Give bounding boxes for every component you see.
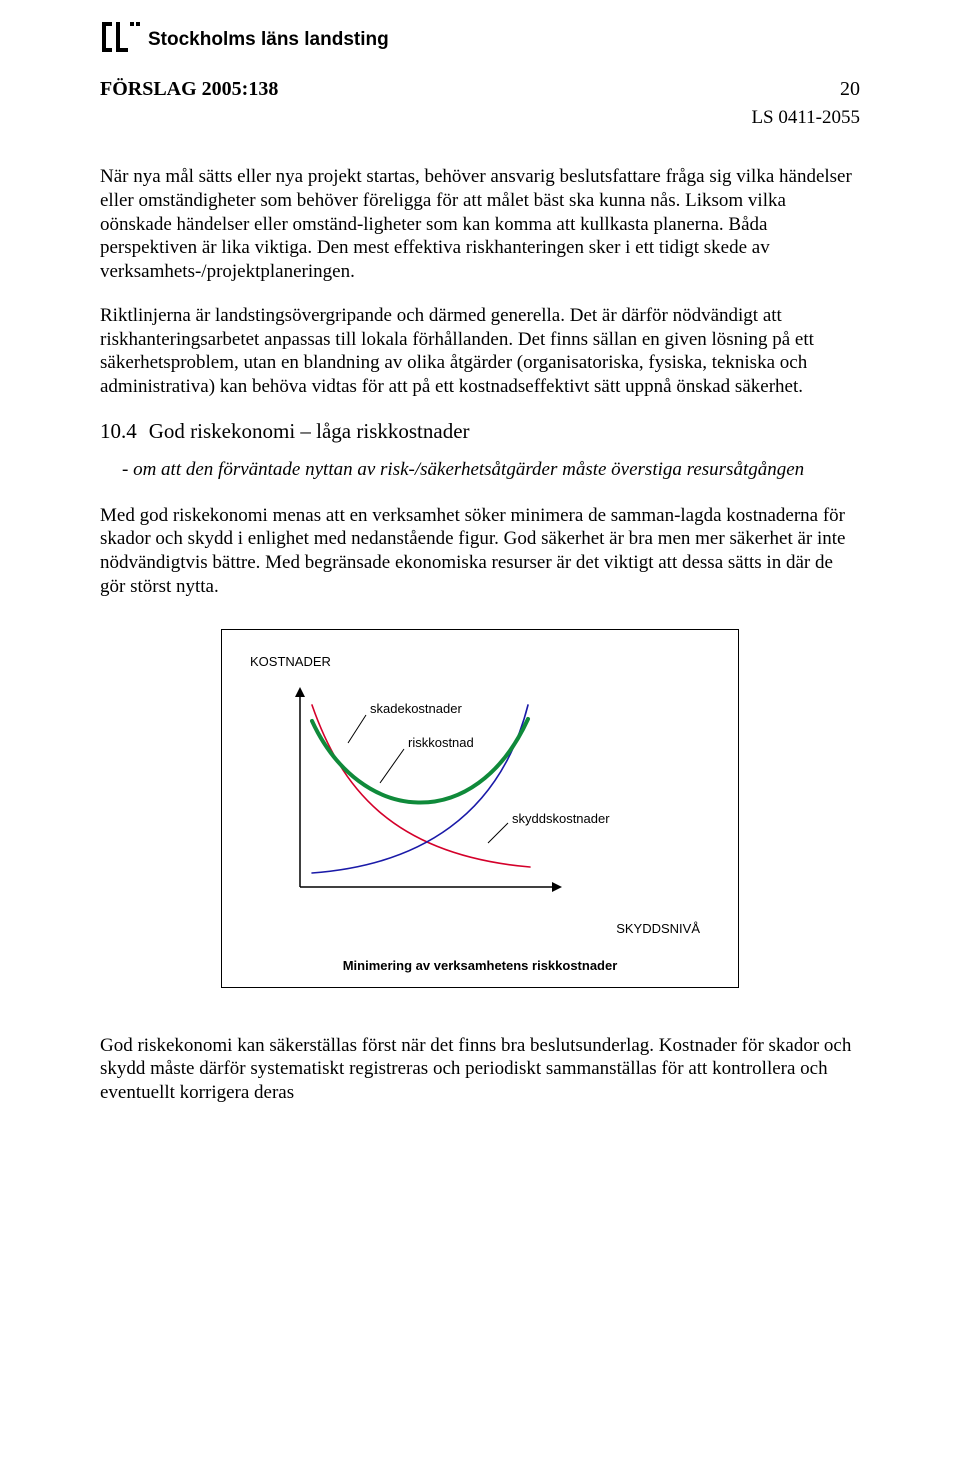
title-row: FÖRSLAG 2005:138 20 [100, 78, 860, 101]
doc-reference: LS 0411-2055 [100, 107, 860, 129]
x-axis-label: SKYDDSNIVÅ [250, 921, 700, 936]
figure-box: KOSTNADER skadekostnader riskkostnad sky… [221, 629, 739, 988]
org-name: Stockholms läns landsting [148, 29, 389, 51]
label-skyddskostnader: skyddskostnader [512, 811, 610, 826]
doc-title: FÖRSLAG 2005:138 [100, 78, 278, 101]
landsting-logo-icon [100, 20, 140, 60]
label-skadekostnader: skadekostnader [370, 701, 462, 716]
page-header: Stockholms läns landsting [100, 20, 860, 60]
page-number: 20 [840, 78, 860, 101]
paragraph-4: God riskekonomi kan säkerställas först n… [100, 1034, 860, 1105]
paragraph-1: När nya mål sätts eller nya projekt star… [100, 165, 860, 284]
section-bullet: - om att den förväntade nyttan av risk-/… [122, 458, 860, 482]
y-axis-label: KOSTNADER [250, 654, 710, 669]
figure-container: KOSTNADER skadekostnader riskkostnad sky… [100, 629, 860, 988]
chart-svg [270, 675, 670, 915]
figure-caption: Minimering av verksamhetens riskkostnade… [250, 958, 710, 973]
paragraph-2: Riktlinjerna är landstingsövergripande o… [100, 304, 860, 399]
paragraph-3: Med god riskekonomi menas att en verksam… [100, 504, 860, 599]
label-riskkostnad: riskkostnad [408, 735, 474, 750]
section-title: God riskekonomi – låga riskkostnader [149, 419, 470, 443]
section-heading: 10.4 God riskekonomi – låga riskkostnader [100, 419, 860, 444]
cost-chart: skadekostnader riskkostnad skyddskostnad… [270, 675, 670, 915]
section-number: 10.4 [100, 419, 137, 444]
